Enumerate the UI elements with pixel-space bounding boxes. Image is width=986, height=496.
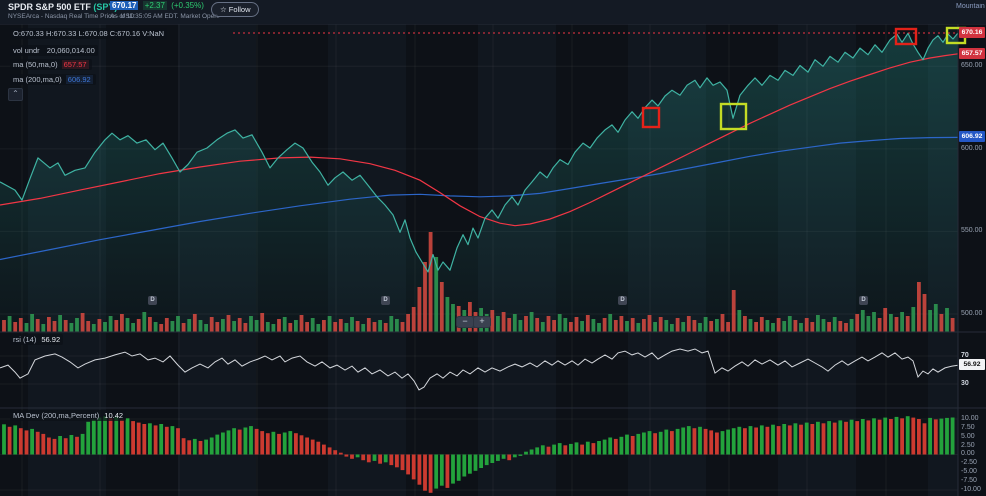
zoom-in-button[interactable]: + — [474, 317, 490, 327]
dividend-marker[interactable]: D — [859, 296, 868, 305]
chart-type-label[interactable]: Mountain — [956, 3, 985, 10]
zoom-out-button[interactable]: − — [457, 317, 473, 327]
header-strip — [0, 0, 986, 24]
price-area — [0, 33, 958, 332]
price-axis[interactable] — [958, 24, 986, 496]
dividend-marker[interactable]: D — [148, 296, 157, 305]
annotation-box — [719, 102, 748, 131]
madev-bars — [2, 416, 955, 493]
ma50-line — [0, 53, 959, 227]
dividend-marker[interactable]: D — [618, 296, 627, 305]
annotation-box — [894, 27, 918, 46]
volume-zoom-control: − + — [456, 316, 491, 328]
annotation-box — [641, 106, 661, 129]
ma200-line — [0, 136, 959, 261]
rsi-line — [0, 348, 959, 391]
legend-collapse-caret[interactable]: ⌃ — [8, 88, 23, 101]
follow-button[interactable]: ☆ Follow — [211, 2, 260, 17]
dividend-marker[interactable]: D — [381, 296, 390, 305]
panel-borders — [0, 23, 986, 496]
price-line — [0, 32, 959, 273]
